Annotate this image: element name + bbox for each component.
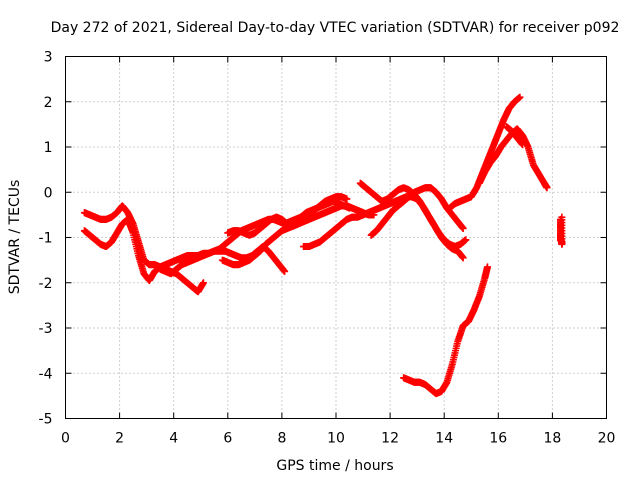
data-series-arc-1 (80, 202, 207, 296)
data-series-arc-8 (367, 184, 467, 239)
x-tick-label: 8 (277, 431, 286, 447)
x-axis-label: GPS time / hours (276, 458, 393, 474)
data-series-arc-11 (502, 123, 527, 149)
data-point (543, 184, 551, 192)
data-point (199, 279, 207, 287)
y-tick-label: 2 (44, 95, 53, 111)
data-point (519, 141, 527, 149)
x-tick-label: 10 (327, 431, 345, 447)
y-tick-label: -4 (39, 366, 53, 382)
y-tick-label: -3 (39, 321, 53, 337)
data-point (462, 236, 470, 244)
data-point (343, 195, 351, 203)
x-tick-label: 20 (598, 431, 616, 447)
grid-layer (65, 56, 607, 419)
x-tick-label: 18 (543, 431, 561, 447)
x-tick-label: 2 (115, 431, 124, 447)
x-tick-label: 6 (223, 431, 232, 447)
x-tick-label: 0 (61, 431, 70, 447)
y-tick-label: 3 (44, 50, 53, 66)
x-tick-label: 16 (489, 431, 507, 447)
data-series-arc-5 (224, 193, 351, 239)
data-point (281, 267, 289, 275)
y-axis-label: SDTVAR / TECUs (7, 180, 23, 295)
x-tick-label: 4 (169, 431, 178, 447)
data-point (459, 254, 467, 262)
x-tick-label: 12 (381, 431, 399, 447)
data-point (516, 93, 524, 101)
data-series-arc-9 (446, 93, 524, 212)
data-series-arc-13 (557, 213, 566, 248)
data-layer (80, 93, 566, 398)
data-point (558, 213, 566, 221)
y-tick-label: -2 (39, 276, 53, 292)
chart-title: Day 272 of 2021, Sidereal Day-to-day VTE… (51, 20, 620, 36)
data-point (459, 224, 467, 232)
y-tick-label: 1 (44, 140, 53, 156)
data-series-arc-12 (400, 263, 491, 398)
y-tick-label: 0 (44, 185, 53, 201)
data-point (483, 263, 491, 271)
y-tick-label: -1 (39, 231, 53, 247)
data-series-arc-7 (356, 179, 467, 262)
x-tick-label: 14 (435, 431, 453, 447)
y-tick-label: -5 (39, 412, 53, 428)
